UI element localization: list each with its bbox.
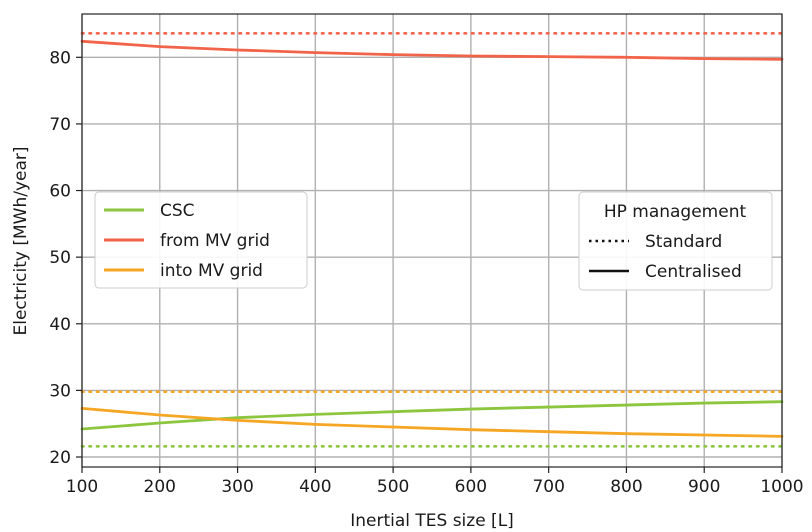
x-tick-label: 1000 [760, 477, 803, 497]
x-tick-label: 700 [532, 477, 564, 497]
series-lines [80, 32, 784, 448]
x-axis-label: Inertial TES size [L] [350, 511, 514, 531]
y-tick-label: 60 [49, 182, 71, 202]
legend-management: HP management Standard Centralised [578, 191, 773, 291]
legend-label-csc: CSC [160, 201, 195, 221]
y-tick-label: 70 [49, 115, 71, 135]
y-tick-label: 40 [49, 315, 71, 335]
plot-frame [81, 13, 783, 468]
legend-series-box [94, 191, 308, 289]
legend-series: CSC from MV grid into MV grid [94, 191, 308, 289]
series-line-from-mv-grid-centralised [80, 39, 784, 61]
legend-label-standard: Standard [645, 232, 722, 252]
legend-label-into-mv-grid: into MV grid [160, 261, 263, 281]
y-tick-label: 80 [49, 48, 71, 68]
x-tick-label: 300 [221, 477, 253, 497]
y-tick-label: 20 [49, 448, 71, 468]
x-tick-label: 500 [377, 477, 409, 497]
x-tick-label: 600 [455, 477, 487, 497]
legend-management-title: HP management [604, 202, 747, 222]
y-axis-label: Electricity [MWh/year] [11, 146, 31, 335]
x-tick-label: 200 [144, 477, 176, 497]
legend-management-box [578, 191, 773, 291]
y-tick-label: 30 [49, 381, 71, 401]
legend-label-from-mv-grid: from MV grid [160, 231, 270, 251]
series-line-into-mv-grid-centralised [80, 406, 784, 438]
x-tick-label: 900 [688, 477, 720, 497]
legend-label-centralised: Centralised [645, 262, 742, 282]
x-tick-label: 100 [66, 477, 98, 497]
ticks: 100 200 300 400 500 600 700 800 900 1000 20 30 40 50 6… [49, 48, 803, 497]
series-line-csc-centralised [80, 400, 784, 431]
y-tick-label: 50 [49, 248, 71, 268]
x-tick-label: 400 [299, 477, 331, 497]
x-tick-label: 800 [610, 477, 642, 497]
